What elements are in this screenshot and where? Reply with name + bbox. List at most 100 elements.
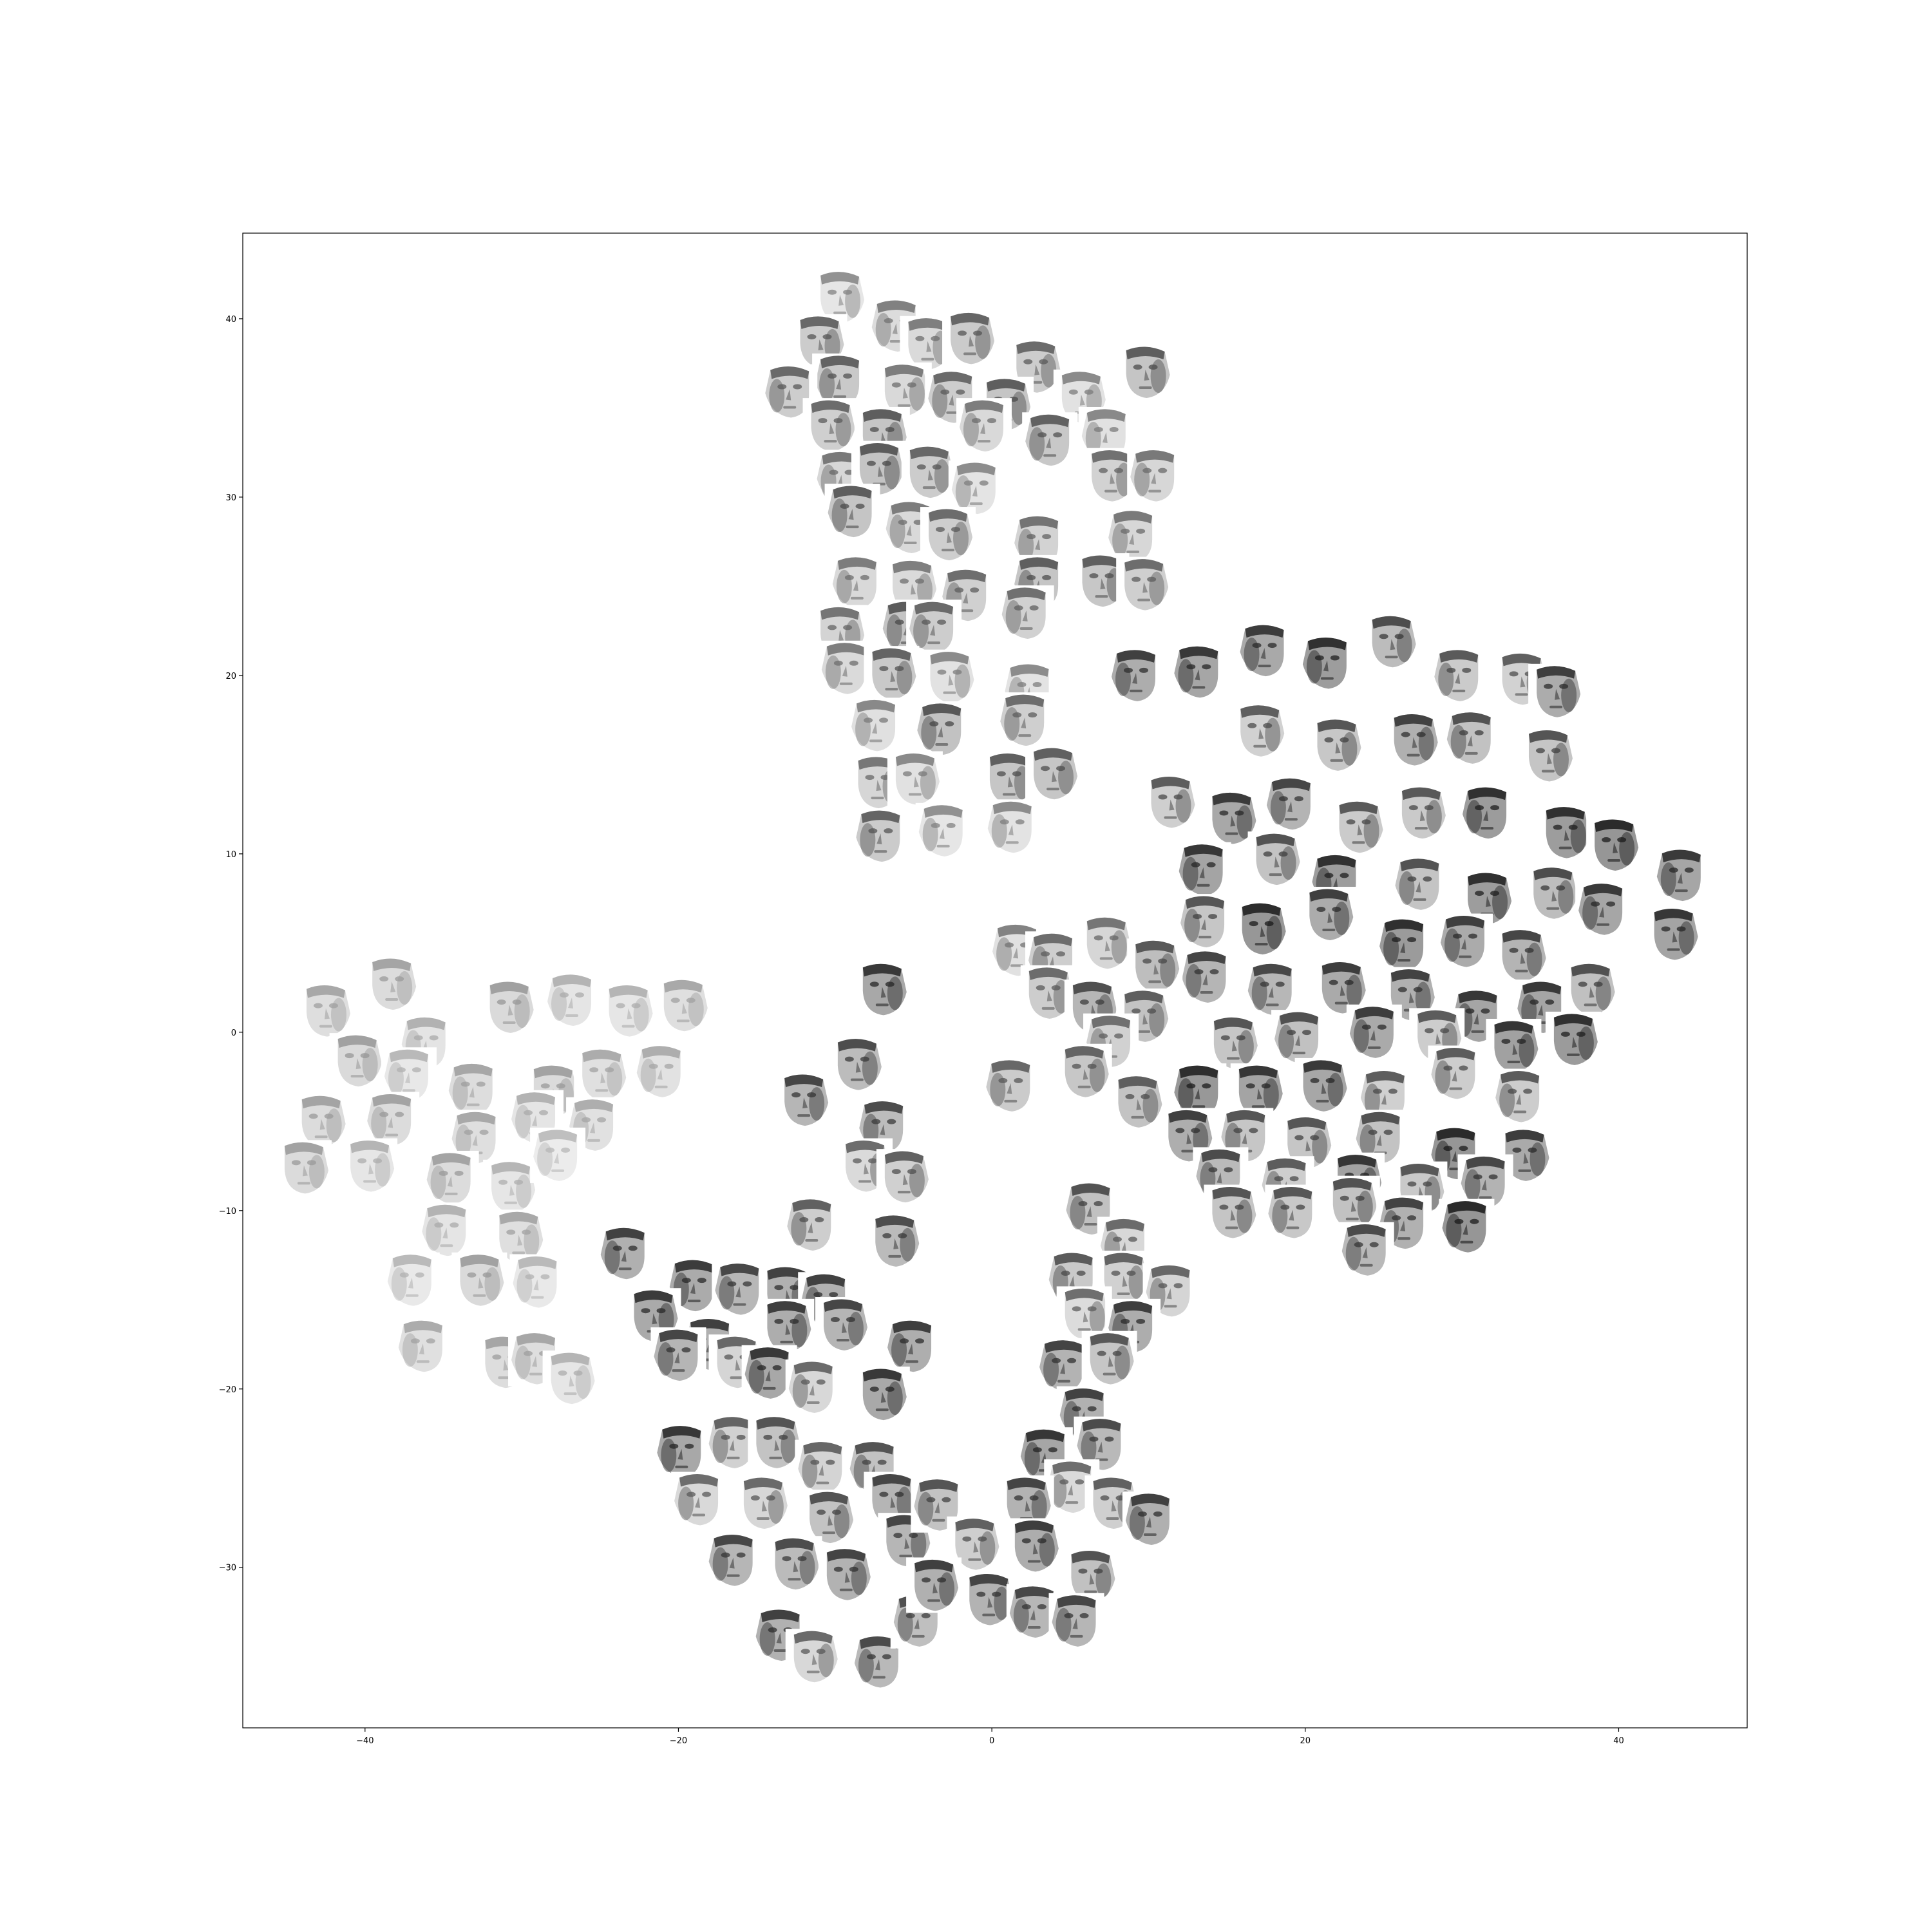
face-thumbnail xyxy=(1545,1011,1601,1067)
face-thumbnail xyxy=(915,802,971,858)
face-thumbnail xyxy=(867,1213,923,1269)
face-thumbnail xyxy=(1127,938,1183,994)
face-thumbnail xyxy=(997,692,1053,748)
face-thumbnail xyxy=(864,646,920,702)
face-thumbnail xyxy=(802,398,858,454)
face-thumbnail xyxy=(1142,774,1198,830)
face-thumbnail xyxy=(1385,712,1441,768)
face-thumbnail xyxy=(329,1033,385,1089)
face-thumbnail xyxy=(1346,1004,1402,1060)
face-thumbnail xyxy=(1575,881,1631,937)
face-thumbnail xyxy=(1175,842,1231,898)
face-thumbnail xyxy=(712,1261,768,1317)
face-thumbnail xyxy=(998,585,1054,641)
face-thumbnail xyxy=(1265,1184,1321,1240)
face-thumbnail xyxy=(1116,556,1172,612)
face-thumbnail xyxy=(276,1140,332,1196)
face-thumbnail xyxy=(423,1150,479,1206)
face-thumbnail xyxy=(906,1557,962,1613)
face-thumbnail xyxy=(1279,1115,1335,1171)
face-thumbnail xyxy=(445,1061,501,1117)
face-thumbnail xyxy=(784,1197,840,1253)
face-thumbnail xyxy=(298,983,354,1039)
face-thumbnail xyxy=(1437,913,1493,969)
face-thumbnail xyxy=(956,398,1012,454)
face-thumbnail xyxy=(1431,647,1487,703)
face-thumbnail xyxy=(342,1138,398,1194)
face-thumbnail xyxy=(1338,1222,1394,1278)
face-thumbnail xyxy=(530,1127,586,1183)
face-thumbnail xyxy=(1171,644,1227,700)
face-thumbnail xyxy=(983,1057,1039,1113)
face-thumbnail xyxy=(1486,1018,1542,1074)
face-thumbnail xyxy=(419,1202,475,1258)
face-thumbnail xyxy=(853,808,909,864)
face-thumbnail xyxy=(906,600,962,656)
face-thumbnail xyxy=(914,701,970,757)
face-thumbnail xyxy=(1063,1548,1119,1604)
axes-frame xyxy=(242,232,1748,1728)
face-thumbnail xyxy=(655,978,711,1034)
face-thumbnail xyxy=(1520,728,1576,784)
face-thumbnail xyxy=(705,1532,761,1588)
face-thumbnail xyxy=(1204,790,1260,846)
x-axis: −40 −20 0 20 40 xyxy=(356,1728,1624,1746)
face-thumbnail xyxy=(574,1047,630,1103)
x-tick-label: −40 xyxy=(356,1736,374,1746)
face-thumbnail xyxy=(854,961,910,1018)
face-thumbnail xyxy=(854,1367,910,1423)
face-thumbnail xyxy=(829,554,885,611)
face-thumbnail xyxy=(748,1414,804,1470)
face-thumbnail xyxy=(1653,848,1709,904)
face-thumbnail xyxy=(1459,785,1515,841)
face-thumbnail xyxy=(795,1439,851,1495)
face-thumbnail xyxy=(1294,1057,1350,1113)
face-thumbnail xyxy=(1263,776,1319,832)
face-thumbnail xyxy=(654,1423,710,1479)
x-tick-label: 0 xyxy=(989,1736,994,1746)
face-thumbnail xyxy=(384,1252,440,1308)
face-thumbnail xyxy=(1078,915,1134,971)
face-thumbnail xyxy=(1022,412,1078,468)
face-thumbnail xyxy=(671,1472,727,1528)
face-thumbnail xyxy=(884,1318,940,1374)
face-thumbnail xyxy=(508,1090,564,1146)
face-thumbnail xyxy=(1528,663,1584,719)
face-thumbnail xyxy=(887,751,943,807)
face-thumbnail xyxy=(1428,1045,1484,1101)
face-thumbnail xyxy=(1376,917,1432,973)
face-thumbnail xyxy=(633,1043,689,1099)
face-thumbnail xyxy=(1439,1198,1495,1255)
face-thumbnail xyxy=(984,799,1040,855)
face-thumbnail xyxy=(293,1094,349,1150)
face-thumbnail xyxy=(1233,901,1289,957)
face-thumbnail xyxy=(1492,1068,1548,1124)
face-thumbnail xyxy=(1177,894,1233,950)
face-thumbnail xyxy=(848,697,904,753)
face-thumbnail xyxy=(1363,614,1419,670)
face-thumbnail xyxy=(451,1252,507,1308)
face-thumbnail xyxy=(815,1297,871,1353)
face-thumbnail xyxy=(735,1475,791,1531)
face-thumbnail xyxy=(948,460,1004,516)
y-tick-label: 20 xyxy=(225,672,236,681)
face-thumbnail xyxy=(1331,799,1387,855)
face-thumbnail xyxy=(1142,1263,1198,1319)
face-thumbnail xyxy=(762,364,818,420)
face-thumbnail xyxy=(1586,817,1642,873)
face-thumbnail xyxy=(600,983,656,1039)
face-thumbnail xyxy=(1081,1331,1137,1387)
face-thumbnail xyxy=(818,1546,874,1602)
face-thumbnail xyxy=(1244,961,1300,1018)
face-thumbnail xyxy=(1127,448,1183,504)
face-thumbnail xyxy=(812,269,868,325)
face-thumbnail xyxy=(1006,1518,1062,1574)
y-tick-label: −30 xyxy=(219,1564,236,1573)
face-thumbnail xyxy=(1056,1043,1112,1099)
face-thumbnail xyxy=(1205,1015,1261,1071)
face-thumbnail xyxy=(597,1226,653,1282)
face-thumbnail xyxy=(1525,865,1581,921)
face-thumbnail xyxy=(776,1072,832,1128)
face-thumbnail xyxy=(942,310,998,366)
